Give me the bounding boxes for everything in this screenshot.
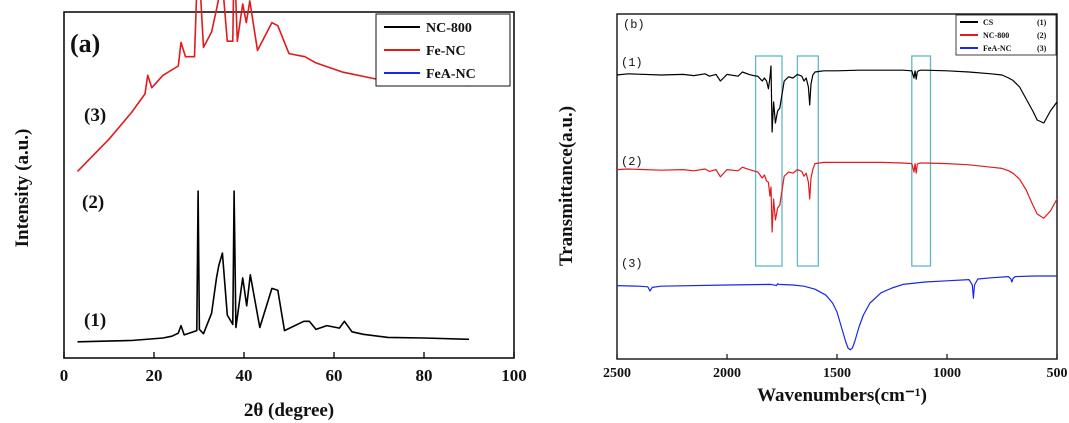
chart-a-y-axis-title: Intensity (a.u.) bbox=[12, 129, 33, 248]
chart-b-x-ticks: 2500 2000 1500 1000 500 bbox=[603, 354, 1068, 381]
chart-b-legend-label-1: CS bbox=[983, 18, 994, 27]
chart-b-series-line-3 bbox=[616, 275, 1057, 351]
chart-a-legend: NC-800 Fe-NC FeA-NC bbox=[375, 13, 511, 87]
chart-b-legend-label-2: NC-800 bbox=[983, 31, 1009, 40]
chart-a-x-ticks: 0 20 40 60 80 100 bbox=[60, 352, 527, 385]
chart-a-x-tick-label-4: 80 bbox=[416, 366, 433, 385]
chart-b-highlight-box-3 bbox=[911, 55, 932, 267]
chart-a-series-line-1 bbox=[77, 190, 470, 343]
chart-a-frame bbox=[63, 11, 515, 359]
chart-b: 2500 2000 1500 1000 500 (b) Wavenumbers(cm⁻¹… bbox=[556, 13, 1068, 406]
chart-a-series-line-2 bbox=[76, 0, 470, 172]
chart-b-curve-label-1: (1) bbox=[621, 56, 643, 70]
chart-a-x-tick-label-1: 20 bbox=[146, 366, 163, 385]
chart-a: 0 20 40 60 80 100 (a) 2θ (degree) Intensity (… bbox=[12, 0, 527, 421]
chart-b-curve-label-3: (3) bbox=[621, 257, 643, 271]
chart-a-legend-label-1: NC-800 bbox=[426, 21, 472, 36]
chart-b-highlight-box-1 bbox=[754, 55, 783, 267]
chart-b-curve-label-2: (2) bbox=[621, 155, 643, 169]
chart-a-panel-label: (a) bbox=[70, 29, 100, 58]
chart-b-y-axis-title: Transmittance(a.u.) bbox=[556, 106, 577, 266]
chart-b-legend-tag-3: (3) bbox=[1037, 44, 1047, 53]
chart-b-panel-label: (b) bbox=[623, 18, 645, 32]
chart-b-x-tick-label-4: 500 bbox=[1047, 366, 1068, 381]
chart-a-x-tick-label-0: 0 bbox=[60, 366, 69, 385]
chart-a-curve-label-3: (3) bbox=[84, 105, 106, 126]
chart-a-series bbox=[76, 0, 470, 343]
chart-b-frame bbox=[616, 13, 1058, 360]
chart-b-series-line-2 bbox=[616, 161, 1058, 233]
chart-a-x-tick-label-5: 100 bbox=[501, 366, 527, 385]
chart-a-curve-label-1: (1) bbox=[84, 310, 106, 331]
chart-b-legend-label-3: FeA-NC bbox=[983, 44, 1012, 53]
chart-b-x-tick-label-3: 1000 bbox=[933, 366, 961, 381]
chart-b-legend: CS (1) NC-800 (2) FeA-NC (3) bbox=[955, 14, 1057, 56]
chart-a-x-tick-label-3: 60 bbox=[326, 366, 343, 385]
chart-b-highlight-boxes bbox=[754, 55, 932, 267]
chart-a-legend-label-3: FeA-NC bbox=[426, 67, 476, 82]
chart-b-legend-tag-2: (2) bbox=[1037, 31, 1047, 40]
chart-b-highlight-box-2 bbox=[796, 55, 819, 267]
chart-b-series bbox=[616, 65, 1058, 351]
chart-b-x-tick-label-0: 2500 bbox=[603, 366, 631, 381]
chart-a-legend-label-2: Fe-NC bbox=[426, 44, 466, 59]
chart-b-x-axis-title: Wavenumbers(cm⁻¹) bbox=[757, 385, 927, 406]
chart-a-curve-label-2: (2) bbox=[82, 192, 104, 213]
chart-b-legend-tag-1: (1) bbox=[1037, 18, 1047, 27]
chart-b-series-line-1 bbox=[616, 65, 1058, 133]
chart-a-x-tick-label-2: 40 bbox=[236, 366, 253, 385]
chart-b-x-tick-label-1: 2000 bbox=[713, 366, 741, 381]
chart-a-x-axis-title: 2θ (degree) bbox=[244, 400, 334, 421]
chart-b-x-tick-label-2: 1500 bbox=[823, 366, 851, 381]
